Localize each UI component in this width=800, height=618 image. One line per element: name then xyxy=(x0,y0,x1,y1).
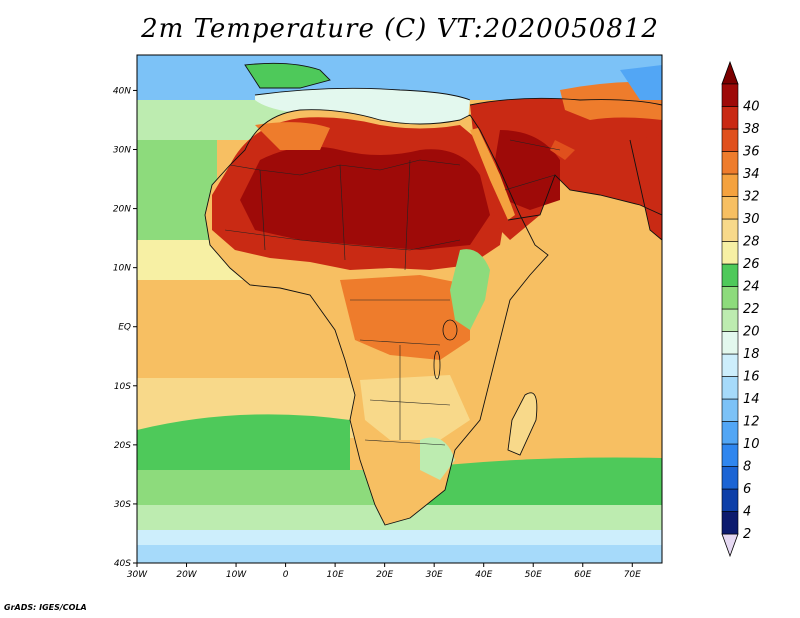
lon-tick-label: 30E xyxy=(426,570,443,580)
colorbar-label: 38 xyxy=(743,122,760,137)
atlas-mountains xyxy=(255,122,330,150)
colorbar-segment xyxy=(721,308,739,332)
map-frame xyxy=(136,54,663,564)
chart-title: 2m Temperature (C) VT:2020050812 xyxy=(141,14,659,44)
colorbar-segment xyxy=(721,263,739,287)
country-borders xyxy=(224,139,561,446)
lon-tick-label: 10E xyxy=(327,570,344,580)
lon-tick-label: 50E xyxy=(525,570,542,580)
lat-tick-label: 30N xyxy=(113,146,131,156)
mediterranean-sea xyxy=(255,88,470,127)
colorbar-segment xyxy=(721,241,739,265)
red-sea xyxy=(470,128,515,220)
coastlines xyxy=(204,62,662,526)
ocean-south-cold xyxy=(137,530,662,545)
latitude-axis: 40S 30S 20S 10S EQ 10N 20N 30N 40N xyxy=(113,86,137,569)
colorbar-label: 6 xyxy=(743,482,751,497)
lon-tick-label: 70E xyxy=(624,570,641,580)
lat-tick-label: 20S xyxy=(114,441,131,451)
colorbar-label: 16 xyxy=(743,370,760,385)
colorbar-label: 40 xyxy=(743,100,760,115)
ocean-indian-south xyxy=(400,457,662,505)
lat-tick-label: EQ xyxy=(118,323,131,333)
colorbar-segment xyxy=(721,218,739,242)
colorbar-label: 8 xyxy=(743,460,751,475)
colorbar-segment xyxy=(721,331,739,355)
colorbar-segment xyxy=(721,106,739,130)
colorbar-label: 10 xyxy=(743,437,760,452)
colorbar-label: 18 xyxy=(743,347,760,362)
colorbar-segment xyxy=(721,376,739,400)
colorbar-segment xyxy=(721,443,739,467)
colorbar-segment xyxy=(721,196,739,220)
colorbar-label: 14 xyxy=(743,392,760,407)
grads-credit: GrADS: IGES/COLA xyxy=(4,603,87,612)
arabia-hottest xyxy=(495,130,560,210)
colorbar-segment xyxy=(721,488,739,512)
colorbar-label: 4 xyxy=(743,505,751,520)
colorbar-segment xyxy=(721,511,739,535)
lon-tick-label: 0 xyxy=(283,570,289,580)
colorbar-label: 20 xyxy=(743,325,760,340)
southern-plateau xyxy=(360,375,470,440)
colorbar-label: 26 xyxy=(743,257,760,272)
colorbar-segment xyxy=(721,83,739,107)
ethiopian-highlands xyxy=(450,249,490,330)
lat-tick-label: 10N xyxy=(113,264,131,274)
colorbar-segment xyxy=(721,353,739,377)
ocean-south-coldest xyxy=(137,545,662,563)
colorbar-segment xyxy=(721,151,739,175)
longitude-axis: 30W 20W 10W 0 10E 20E 30E 40E 50E 60E 70E xyxy=(127,563,641,580)
lon-tick-label: 20W xyxy=(176,570,197,580)
persian-gulf xyxy=(550,140,575,160)
colorbar-segment xyxy=(721,286,739,310)
lat-tick-label: 40N xyxy=(113,86,131,96)
lat-tick-label: 30S xyxy=(114,500,131,510)
ocean-benguela xyxy=(137,414,350,480)
colorbar-label: 22 xyxy=(743,302,760,317)
central-africa-warm xyxy=(340,275,470,360)
colorbar-segment xyxy=(721,173,739,197)
colorbar-label: 32 xyxy=(743,190,760,205)
colorbar-above-arrow xyxy=(721,60,739,85)
colorbar-label: 34 xyxy=(743,167,760,182)
colorbar-segment xyxy=(721,128,739,152)
iberia-land xyxy=(245,63,330,88)
south-africa-highveld xyxy=(420,437,455,480)
himalaya-cold xyxy=(620,65,662,100)
map-field xyxy=(137,55,662,563)
ocean-canary-current xyxy=(137,140,217,240)
colorbar-label: 24 xyxy=(743,280,760,295)
lat-tick-label: 40S xyxy=(114,559,131,569)
colorbar-label: 36 xyxy=(743,145,760,160)
lake-tanganyika xyxy=(433,350,441,380)
lake-victoria xyxy=(442,319,458,341)
colorbar-label: 28 xyxy=(743,235,760,250)
colorbar-segment xyxy=(721,421,739,445)
colorbar-label: 30 xyxy=(743,212,760,227)
lat-tick-label: 10S xyxy=(114,382,131,392)
madagascar xyxy=(508,392,537,455)
lon-tick-label: 30W xyxy=(127,570,148,580)
lon-tick-label: 40E xyxy=(475,570,492,580)
colorbar-label: 2 xyxy=(743,527,751,542)
lon-tick-label: 60E xyxy=(574,570,591,580)
india-land xyxy=(630,135,662,240)
sahara-hottest xyxy=(240,146,490,250)
lat-tick-label: 20N xyxy=(113,205,131,215)
lon-tick-label: 20E xyxy=(376,570,393,580)
colorbar-label: 12 xyxy=(743,415,760,430)
colorbar-segment xyxy=(721,466,739,490)
colorbar-segment xyxy=(721,398,739,422)
lon-tick-label: 10W xyxy=(226,570,247,580)
colorbar-below-arrow xyxy=(721,533,739,558)
